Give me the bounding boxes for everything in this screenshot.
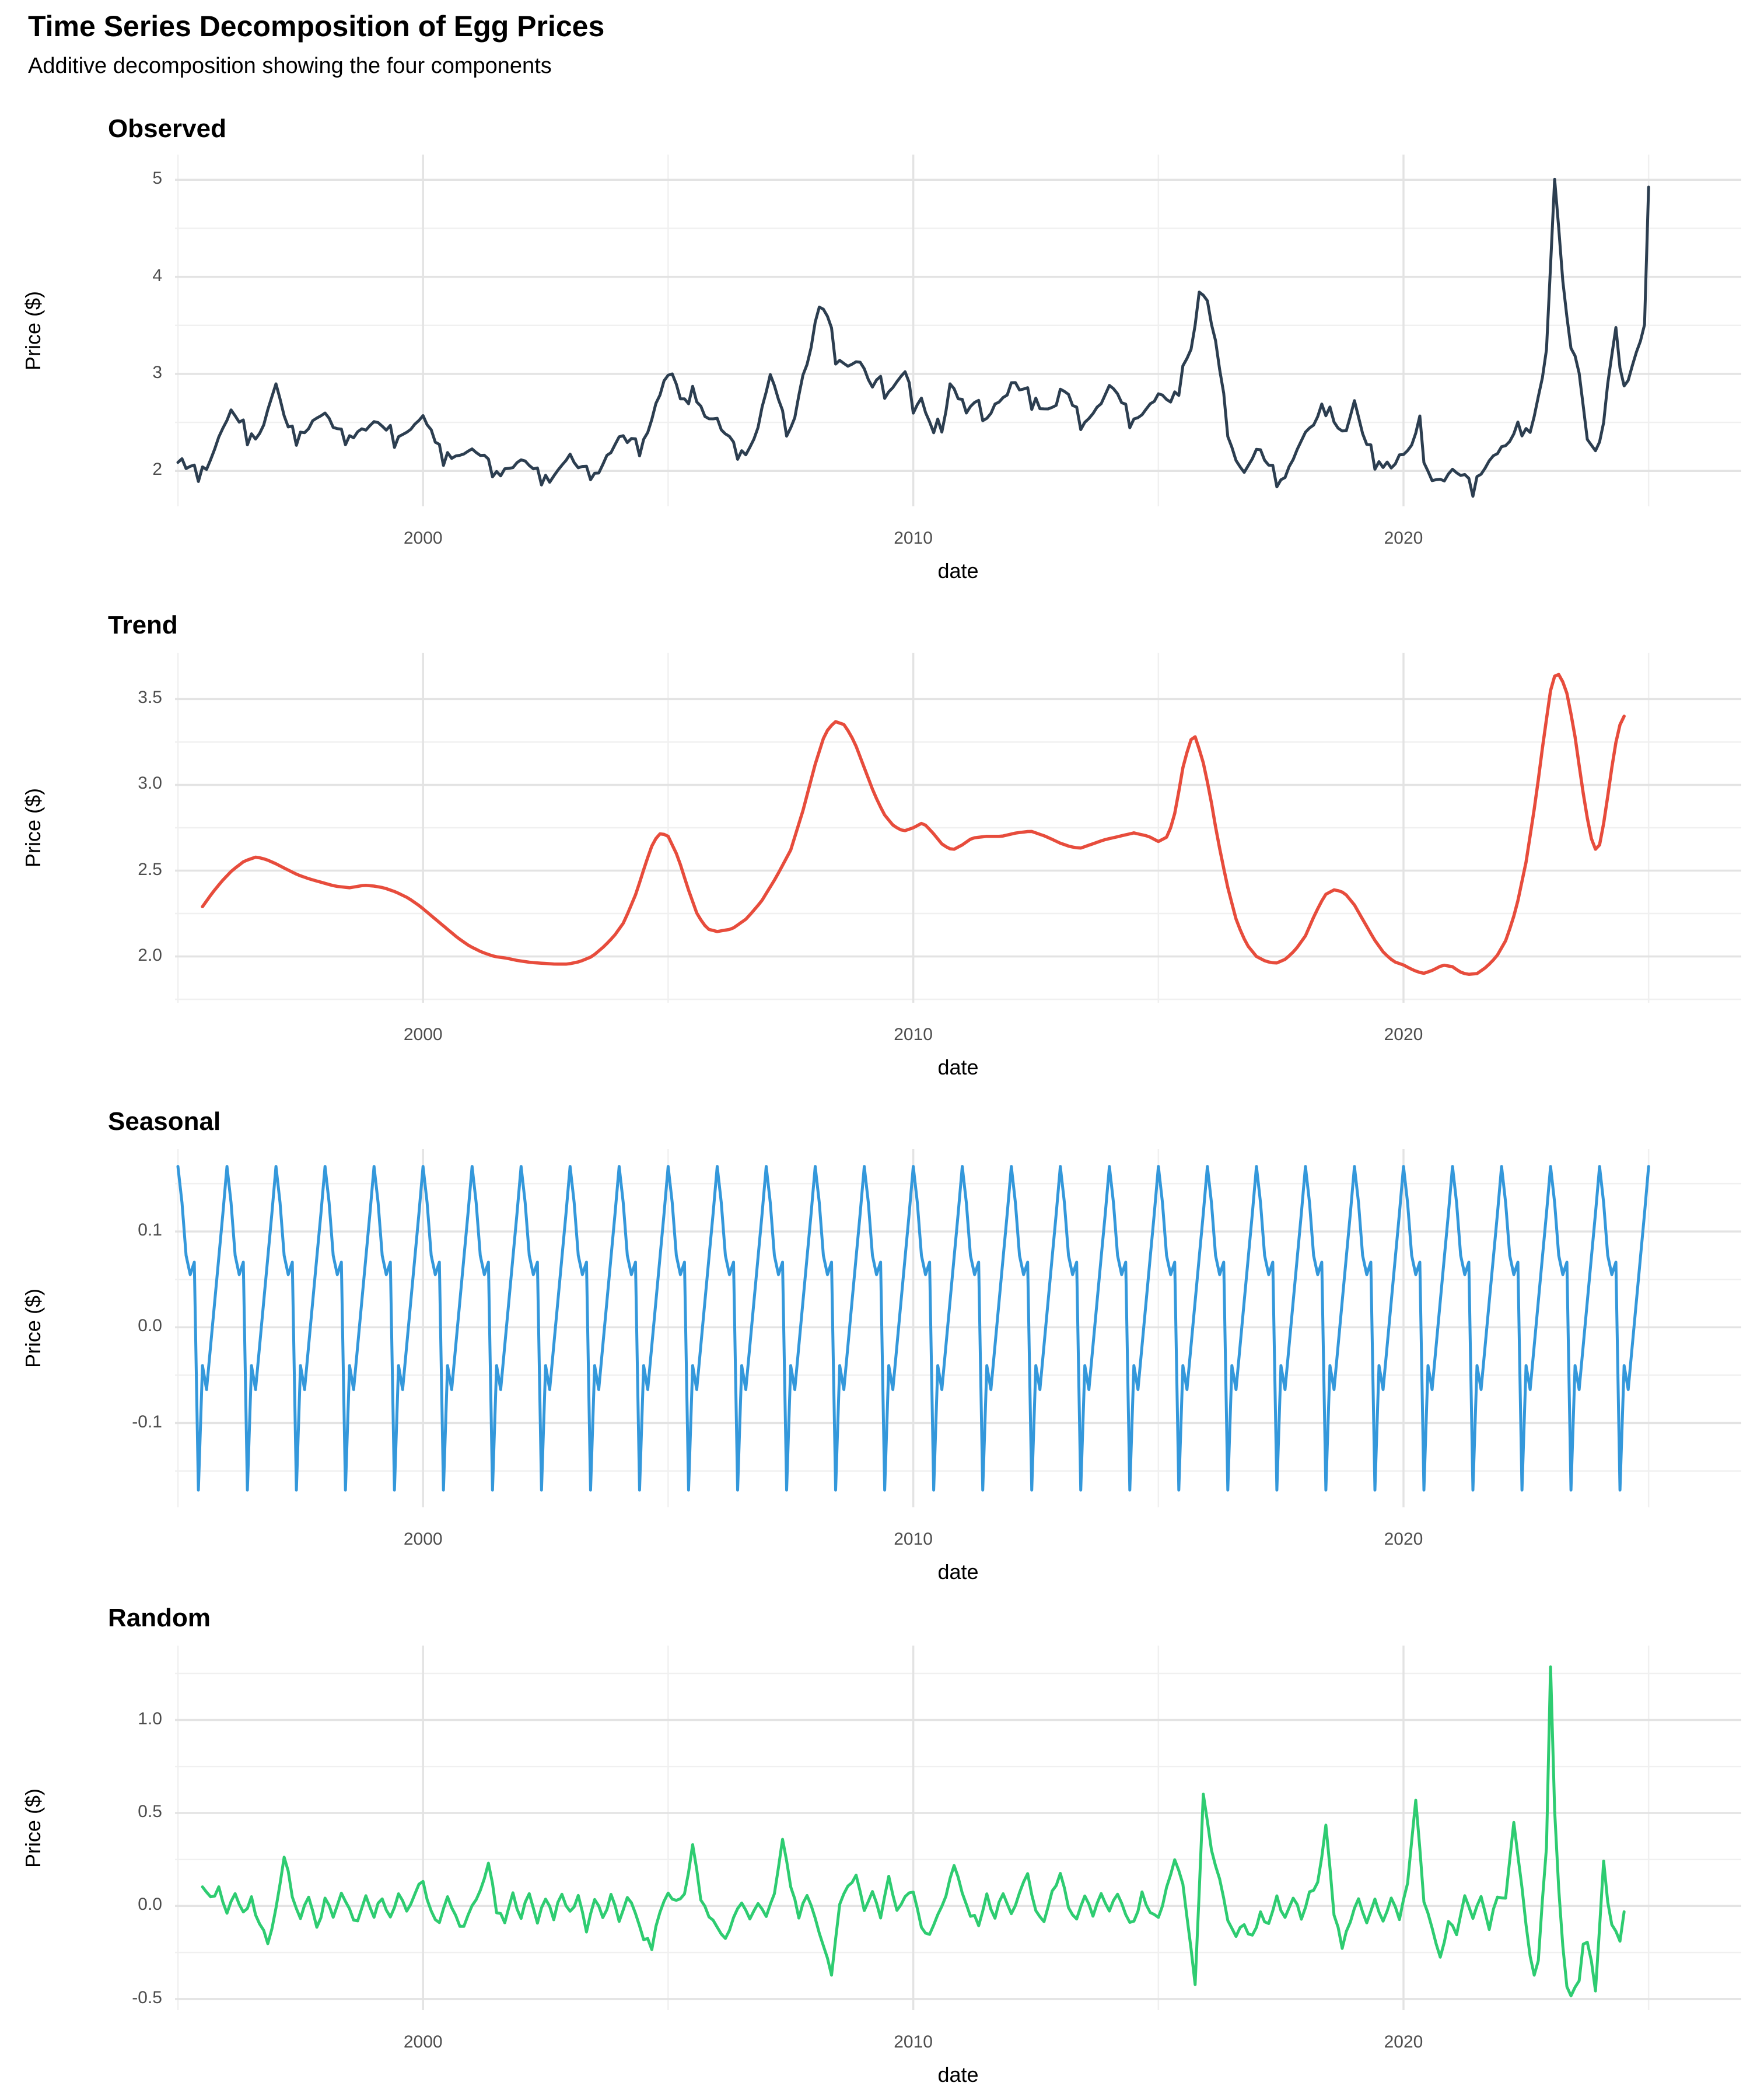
y-axis-title-trend: Price ($) <box>21 788 45 868</box>
y-tick-label-random: 1.0 <box>138 1709 162 1728</box>
y-tick-label-random: 0.5 <box>138 1801 162 1821</box>
x-tick-label-trend: 2020 <box>1384 1025 1423 1044</box>
y-tick-label-observed: 4 <box>152 265 162 285</box>
x-tick-label-observed: 2010 <box>894 528 933 548</box>
page-title: Time Series Decomposition of Egg Prices <box>28 10 605 43</box>
y-axis-title-seasonal: Price ($) <box>21 1288 45 1368</box>
x-tick-label-random: 2010 <box>894 2032 933 2052</box>
x-axis-title-observed: date <box>937 559 979 583</box>
x-tick-label-seasonal: 2010 <box>894 1530 933 1549</box>
panel-title-observed: Observed <box>108 114 226 143</box>
random-series-line <box>201 1665 1626 1997</box>
y-tick-label-seasonal: 0.1 <box>138 1220 162 1240</box>
page-subtitle: Additive decomposition showing the four … <box>28 54 552 78</box>
x-tick-label-seasonal: 2000 <box>403 1530 443 1549</box>
plot-area-random <box>175 1646 1741 2010</box>
y-tick-label-observed: 2 <box>152 460 162 480</box>
x-axis-title-random: date <box>937 2063 979 2087</box>
y-tick-label-observed: 3 <box>152 362 162 382</box>
panel-title-trend: Trend <box>108 611 178 639</box>
x-tick-label-seasonal: 2020 <box>1384 1530 1423 1549</box>
y-tick-label-trend: 2.0 <box>138 945 162 965</box>
panel-title-seasonal: Seasonal <box>108 1107 221 1136</box>
y-tick-label-seasonal: 0.0 <box>138 1316 162 1336</box>
y-tick-label-observed: 5 <box>152 169 162 188</box>
x-tick-label-trend: 2010 <box>894 1025 933 1044</box>
x-tick-label-random: 2000 <box>403 2032 443 2052</box>
y-tick-label-trend: 3.5 <box>138 688 162 708</box>
plot-area-observed <box>175 155 1741 506</box>
y-axis-title-random: Price ($) <box>21 1788 45 1868</box>
y-axis-title-observed: Price ($) <box>21 290 45 370</box>
plot-area-trend <box>175 653 1741 1003</box>
panel-title-random: Random <box>108 1604 211 1632</box>
x-tick-label-trend: 2000 <box>403 1025 443 1044</box>
x-tick-label-random: 2020 <box>1384 2032 1423 2052</box>
x-tick-label-observed: 2000 <box>403 528 443 548</box>
y-tick-label-trend: 2.5 <box>138 859 162 879</box>
x-axis-title-trend: date <box>937 1055 979 1079</box>
plot-area-seasonal <box>175 1149 1741 1507</box>
observed-series-line <box>176 177 1650 498</box>
x-axis-title-seasonal: date <box>937 1560 979 1584</box>
y-tick-label-seasonal: -0.1 <box>132 1412 162 1432</box>
y-tick-label-random: -0.5 <box>132 1987 162 2007</box>
y-tick-label-random: 0.0 <box>138 1895 162 1915</box>
y-tick-label-trend: 3.0 <box>138 774 162 793</box>
trend-series-line <box>201 673 1626 976</box>
x-tick-label-observed: 2020 <box>1384 528 1423 548</box>
seasonal-series-line <box>176 1165 1650 1492</box>
